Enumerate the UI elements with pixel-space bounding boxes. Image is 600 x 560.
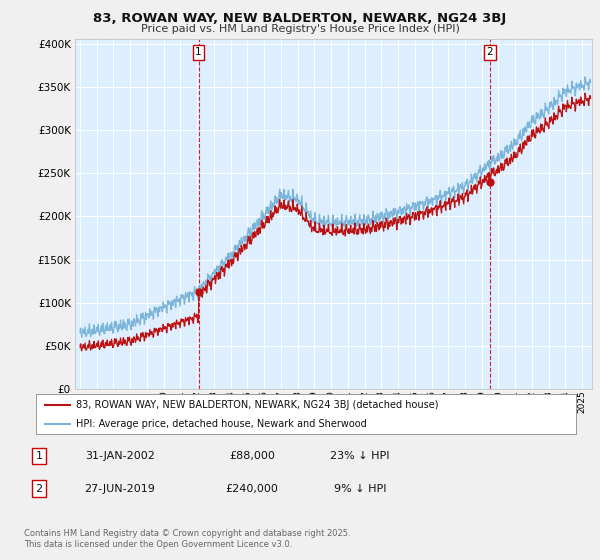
Text: £240,000: £240,000 <box>226 484 278 493</box>
Text: Price paid vs. HM Land Registry's House Price Index (HPI): Price paid vs. HM Land Registry's House … <box>140 24 460 34</box>
Text: 83, ROWAN WAY, NEW BALDERTON, NEWARK, NG24 3BJ: 83, ROWAN WAY, NEW BALDERTON, NEWARK, NG… <box>94 12 506 25</box>
Text: 27-JUN-2019: 27-JUN-2019 <box>85 484 155 493</box>
Text: 1: 1 <box>35 451 43 461</box>
Text: £88,000: £88,000 <box>229 451 275 461</box>
Text: 9% ↓ HPI: 9% ↓ HPI <box>334 484 386 493</box>
Text: 1: 1 <box>195 47 202 57</box>
Text: 2: 2 <box>35 484 43 493</box>
Text: Contains HM Land Registry data © Crown copyright and database right 2025.
This d: Contains HM Land Registry data © Crown c… <box>24 529 350 549</box>
Text: 83, ROWAN WAY, NEW BALDERTON, NEWARK, NG24 3BJ (detached house): 83, ROWAN WAY, NEW BALDERTON, NEWARK, NG… <box>77 400 439 410</box>
Text: HPI: Average price, detached house, Newark and Sherwood: HPI: Average price, detached house, Newa… <box>77 419 367 430</box>
Text: 23% ↓ HPI: 23% ↓ HPI <box>330 451 390 461</box>
Text: 2: 2 <box>487 47 493 57</box>
Text: 31-JAN-2002: 31-JAN-2002 <box>85 451 155 461</box>
